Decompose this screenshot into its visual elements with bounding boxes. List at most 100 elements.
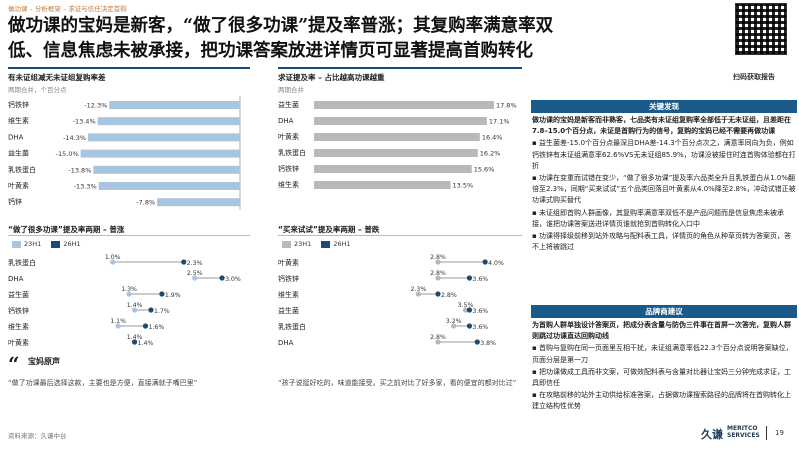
category-label: DHA xyxy=(278,339,294,347)
point-series-1 xyxy=(110,259,116,265)
category-label: DHA xyxy=(8,275,24,283)
point-series-2 xyxy=(148,307,154,313)
bar xyxy=(314,101,494,109)
qr-code-icon[interactable] xyxy=(735,3,787,55)
chart3-title: “做了很多功课”提及率两期 – 普涨 xyxy=(8,225,125,234)
point-series-2 xyxy=(131,339,138,345)
category-label: 益生菌 xyxy=(278,100,299,109)
page-title: 做功课的宝妈是新客，“做了很多功课”提及率普涨；其复购率满意率双 低、信息焦虑未… xyxy=(8,14,728,64)
point-series-2 xyxy=(466,307,473,313)
headline-line-2: 低、信息焦虑未被承接，把功课答案放进详情页可显著提高首购转化 xyxy=(8,41,533,61)
chart4-title: “买来试试”提及率两期 – 普跌 xyxy=(278,225,380,234)
point-series-1 xyxy=(415,291,421,297)
brand-logo: 久谦 xyxy=(701,428,723,441)
point-series-1 xyxy=(435,259,441,265)
data-label: 17.8% xyxy=(496,102,517,110)
data-label: -13.4% xyxy=(73,118,96,126)
bar xyxy=(314,181,451,189)
breadcrumb: 做功课 – 分析框架 – 求证与信任决定首购 xyxy=(8,5,127,13)
findings-intro: 做功课的宝妈是新客而非熟客，七品类有未证组复购率全部低于无未证组，且差距在7.8… xyxy=(532,116,791,136)
chart3-svg: 乳铁蛋白 1.0% 2.3% DHA 2.5% 3.0% 益生菌 1.3% 1.9% 钙铁锌 1.4… xyxy=(8,254,241,347)
chart1-title: 有未证组减无未证组复购率差 xyxy=(8,73,106,82)
data-label: 3.6% xyxy=(472,308,488,315)
point-series-2 xyxy=(219,275,225,281)
data-label: 1.9% xyxy=(165,292,181,299)
point-series-2 xyxy=(482,259,488,265)
bar xyxy=(97,117,240,126)
divider xyxy=(766,426,767,440)
findings-body: 做功课的宝妈是新客而非熟客，七品类有未证组复购率全部低于无未证组，且差距在7.8… xyxy=(532,115,796,254)
point-series-1 xyxy=(451,323,457,329)
category-label: 益生菌 xyxy=(8,290,29,299)
quote-2: “孩子说挺好吃的，味道能接受。买之前对比了好多家，看的便宜的都对比过” xyxy=(278,379,517,387)
point-series-1 xyxy=(462,307,469,313)
chart2-subtitle: 两期合并 xyxy=(278,86,304,94)
data-label: -7.8% xyxy=(136,199,155,207)
data-label: 3.2% xyxy=(446,318,462,325)
category-label: 益生菌 xyxy=(278,306,299,315)
data-label: -14.3% xyxy=(63,134,86,142)
bar xyxy=(80,149,240,158)
bar xyxy=(88,133,240,142)
legend-item: 23H1 xyxy=(12,240,41,248)
data-label: 2.8% xyxy=(430,334,446,341)
data-label: 1.6% xyxy=(149,324,165,331)
data-label: 2.8% xyxy=(430,254,446,261)
legend-item: 23H1 xyxy=(282,240,311,248)
finding-bullet: ▪ 功课得择级前移到站外攻略与配料表工具，详情页的角色从种草页转为答案页，答不上… xyxy=(532,232,791,252)
data-label: 16.4% xyxy=(482,134,503,142)
data-label: 4.0% xyxy=(488,260,504,267)
data-label: -13.3% xyxy=(74,183,97,191)
category-label: 乳铁蛋白 xyxy=(8,258,36,267)
data-label: -12.3% xyxy=(84,102,107,110)
quotes-title: 宝妈原声 xyxy=(28,357,60,366)
brand-bullet: ▪ 把功课做成工具而非文案，可做效配料表与含量对比器让宝妈三分钟完成求证，工具即… xyxy=(532,367,791,388)
category-label: 钙铁锌 xyxy=(278,274,299,283)
data-label: 1.4% xyxy=(127,302,143,309)
point-series-1 xyxy=(126,291,132,297)
data-label: 3.6% xyxy=(472,324,488,331)
source-note: 资料来源：久谦中台 xyxy=(8,432,67,440)
category-label: 叶黄素 xyxy=(8,181,29,190)
chart2-svg: 益生菌 17.8% DHA 17.1% 叶黄素 16.4% 乳铁蛋白 16.2% 钙铁锌 15.6… xyxy=(278,100,517,190)
section-rule xyxy=(8,67,250,69)
data-label: 1.0% xyxy=(105,254,121,261)
category-label: DHA xyxy=(278,117,294,125)
chart2-title: 求证提及率 – 占比越高功课越重 xyxy=(278,73,385,82)
bar xyxy=(98,182,240,190)
category-label: DHA xyxy=(8,133,24,141)
brand-intro: 为首购人群单独设计答案页，把成分表含量与防伪三件事在首屏一次答完，复购人群则跳过… xyxy=(532,321,791,341)
point-series-2 xyxy=(466,323,473,329)
category-label: 维生素 xyxy=(8,116,29,125)
point-series-2 xyxy=(466,275,473,281)
category-label: 叶黄素 xyxy=(278,258,299,267)
point-series-1 xyxy=(115,323,121,329)
data-label: 2.8% xyxy=(430,270,446,277)
chart4-legend: 23H1 26H1 xyxy=(282,240,351,248)
bar xyxy=(157,198,240,207)
category-label: 乳铁蛋白 xyxy=(278,148,306,157)
data-label: -15.0% xyxy=(56,150,79,158)
category-label: 乳铁蛋白 xyxy=(278,322,306,331)
data-label: 16.2% xyxy=(480,150,501,158)
finding-bullet: ▪ 未证组即首购人群画像，其复购率满意率双低不是产品问题而是信息焦虑未被承接，谁… xyxy=(532,208,784,228)
quote-1: “做了功课最后选择这款，主要也是方便，直接满就子嘴巴里” xyxy=(8,379,198,387)
chart1-subtitle: 两期合并，个百分点 xyxy=(8,86,67,94)
category-label: 维生素 xyxy=(278,290,299,299)
point-series-2 xyxy=(181,259,187,265)
data-label: 3.0% xyxy=(225,276,241,283)
bar xyxy=(314,117,487,125)
data-label: 15.6% xyxy=(474,166,495,174)
brand-bullet: ▪ 在攻略前移的站外主动供给标准答案，占据做功课搜索路径的品牌将在首购转化上建立… xyxy=(532,391,791,411)
bar xyxy=(314,133,480,141)
data-label: 1.1% xyxy=(110,318,126,325)
category-label: 益生菌 xyxy=(8,149,29,158)
data-label: -13.8% xyxy=(68,166,91,174)
category-label: 钙锌 xyxy=(8,197,22,206)
bar xyxy=(314,165,472,173)
point-series-2 xyxy=(159,291,165,297)
chart1-svg: 钙铁锌 -12.3% 维生素 -13.4% DHA -14.3% 益生菌 -15.0% 乳铁蛋白… xyxy=(8,96,241,210)
finding-bullet: ▪ 功课在变重而试错在变少，“做了很多功课”提及率六品类全升且乳铁蛋白从1.0%… xyxy=(532,174,796,205)
legend-item: 26H1 xyxy=(321,240,351,248)
data-label: 2.3% xyxy=(410,286,426,293)
